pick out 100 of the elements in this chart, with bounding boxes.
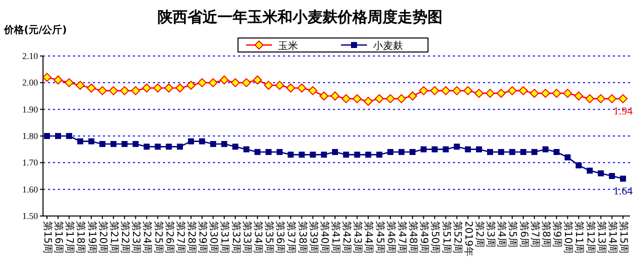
- y-tick-label: 1.60: [22, 184, 38, 194]
- point: [408, 92, 418, 100]
- point: [308, 86, 318, 96]
- x-tick-label: 第26周: [163, 221, 176, 254]
- x-tick-label: 第17周: [64, 221, 76, 254]
- x-tick-label: 第21周: [108, 221, 120, 254]
- point: [364, 96, 373, 106]
- point: [220, 76, 229, 84]
- point: [120, 86, 130, 96]
- point: [297, 84, 306, 92]
- point: [574, 92, 584, 100]
- point: [252, 76, 262, 84]
- point: [343, 152, 350, 158]
- point: [199, 138, 206, 144]
- x-tick-label: 第29周: [196, 221, 209, 254]
- point: [342, 94, 351, 104]
- point: [542, 146, 548, 152]
- x-tick-label: 第40周: [318, 221, 330, 254]
- point: [310, 152, 316, 158]
- point: [110, 141, 116, 147]
- point: [420, 146, 427, 152]
- point: [198, 78, 207, 88]
- legend-label: 玉米: [278, 40, 298, 52]
- point: [508, 86, 517, 96]
- x-tick-label: 第18周: [74, 221, 87, 254]
- point: [320, 152, 327, 158]
- point: [164, 84, 174, 92]
- point: [221, 141, 228, 147]
- x-tick-label: 第7周: [528, 221, 541, 248]
- point: [486, 88, 495, 98]
- x-tick-label: 第32周: [230, 221, 242, 254]
- point: [396, 94, 406, 104]
- point: [210, 141, 216, 147]
- point: [132, 141, 139, 147]
- point: [620, 176, 626, 182]
- x-tick-label: 第15周: [42, 221, 54, 254]
- point: [288, 152, 294, 158]
- point: [386, 94, 395, 104]
- x-tick-label: 第6周: [518, 221, 530, 248]
- x-tick-label: 第30周: [208, 221, 220, 254]
- point: [563, 88, 572, 98]
- y-tick-label: 1.90: [22, 104, 38, 114]
- point: [585, 94, 594, 104]
- chart-title: 陕西省近一年玉米和小麦麸价格周度走势图: [158, 8, 442, 26]
- point: [540, 88, 550, 98]
- point: [108, 86, 118, 96]
- point: [354, 152, 360, 158]
- data-label: 1.94: [613, 106, 634, 118]
- point: [64, 78, 74, 88]
- point: [398, 149, 404, 155]
- y-tick-label: 2.00: [22, 78, 38, 88]
- point: [44, 133, 50, 139]
- x-tick-label: 第8周: [540, 221, 552, 248]
- point: [352, 94, 362, 104]
- point: [442, 146, 449, 152]
- point: [88, 138, 94, 144]
- point: [166, 144, 172, 150]
- x-tick-label: 第52周: [451, 221, 464, 254]
- x-tick-label: 第2周: [474, 221, 486, 248]
- y-tick-label: 1.50: [22, 211, 38, 221]
- x-tick-label: 第24周: [141, 221, 154, 254]
- x-tick-label: 第19周: [86, 221, 98, 254]
- point: [188, 138, 194, 144]
- point: [264, 80, 274, 90]
- x-tick-label: 第10周: [562, 221, 574, 254]
- point: [474, 88, 484, 98]
- point: [298, 152, 305, 158]
- data-label: 1.64: [613, 186, 634, 198]
- point: [186, 80, 196, 90]
- point: [98, 86, 107, 96]
- point: [208, 78, 218, 88]
- x-tick-label: 2019年: [462, 221, 474, 256]
- x-tick-label: 第25周: [152, 221, 164, 254]
- point: [552, 88, 562, 98]
- point: [608, 173, 615, 179]
- x-tick-label: 第33周: [240, 221, 253, 254]
- point: [564, 154, 571, 160]
- y-tick-label: 1.70: [22, 158, 38, 168]
- x-tick-label: 第3周: [484, 221, 497, 248]
- point: [142, 84, 152, 92]
- point: [319, 92, 328, 100]
- point: [242, 78, 251, 88]
- y-tick-label: 2.10: [22, 51, 38, 61]
- x-tick-label: 第15周: [618, 221, 630, 254]
- point: [463, 86, 472, 96]
- x-tick-label: 第22周: [119, 221, 132, 254]
- x-tick-label: 第43周: [352, 221, 364, 254]
- point: [77, 138, 84, 144]
- x-tick-label: 第48周: [407, 221, 420, 254]
- point: [509, 149, 516, 155]
- x-tick-label: 第41周: [330, 221, 342, 254]
- y-axis-title: 价格(元/公斤): [3, 24, 67, 36]
- point: [176, 144, 183, 150]
- x-tick-label: 第51周: [440, 221, 452, 254]
- x-tick-label: 第49周: [418, 221, 430, 254]
- point: [430, 86, 440, 96]
- point: [232, 144, 238, 150]
- point: [99, 141, 106, 147]
- point: [66, 133, 72, 139]
- x-tick-label: 第35周: [263, 221, 276, 254]
